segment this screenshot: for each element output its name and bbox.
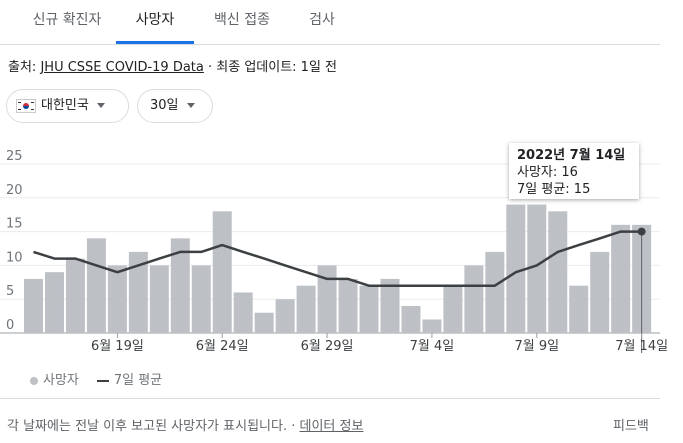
bar xyxy=(527,204,547,333)
bar xyxy=(107,265,127,333)
source-line: 출처: JHU CSSE COVID-19 Data · 최종 업데이트: 1일… xyxy=(8,56,337,75)
tab-bar: 신규 확진자 사망자 백신 접종 검사 xyxy=(0,0,660,45)
legend-line-label: 7일 평균 xyxy=(113,373,163,388)
tab-vaccination-label: 백신 접종 xyxy=(214,12,270,28)
bar xyxy=(317,265,337,333)
tab-vaccination[interactable]: 백신 접종 xyxy=(200,0,284,43)
y-tick-label: 25 xyxy=(6,149,23,164)
legend-bar-swatch xyxy=(30,376,38,385)
tab-deaths-label: 사망자 xyxy=(135,12,175,28)
bar xyxy=(590,251,610,333)
y-tick-label: 15 xyxy=(6,217,23,232)
bar xyxy=(296,285,316,333)
y-tick-label: 0 xyxy=(6,318,14,333)
bar xyxy=(233,292,253,333)
x-tick-label: 6월 29일 xyxy=(301,339,354,354)
bar xyxy=(485,251,505,333)
bar xyxy=(422,319,442,333)
footer-note-text: 각 날짜에는 전날 이후 보고된 사망자가 표시됩니다. · xyxy=(7,419,296,434)
deaths-chart: 0 5 10 15 20 25 6월 19일 6월 24일 6월 29일 7월 4일 7월 9일 7월… xyxy=(0,149,668,354)
x-tick-label: 7월 9일 xyxy=(514,339,559,354)
tooltip-average: 7일 평균: 15 xyxy=(517,182,591,197)
legend-bar-label: 사망자 xyxy=(43,373,79,388)
y-tick-label: 5 xyxy=(6,284,14,299)
bar xyxy=(86,238,106,333)
bar xyxy=(359,285,379,333)
chevron-down-icon xyxy=(96,103,105,108)
bar xyxy=(149,265,169,333)
footer-note: 각 날짜에는 전날 이후 보고된 사망자가 표시됩니다. · 데이터 정보 xyxy=(7,415,363,434)
bar xyxy=(380,278,400,333)
tab-deaths[interactable]: 사망자 xyxy=(116,0,194,44)
highlight-point xyxy=(637,227,646,236)
tab-new-cases[interactable]: 신규 확진자 xyxy=(22,0,112,43)
bar xyxy=(443,285,463,333)
divider xyxy=(0,398,660,399)
bar xyxy=(212,211,232,333)
tab-new-cases-label: 신규 확진자 xyxy=(32,12,102,28)
tooltip-deaths: 사망자: 16 xyxy=(517,165,578,180)
source-prefix: 출처: xyxy=(8,60,37,75)
bar xyxy=(401,305,421,333)
legend-line-swatch xyxy=(96,379,109,382)
y-tick-label: 10 xyxy=(6,250,23,265)
bar xyxy=(128,251,148,333)
bar xyxy=(569,285,589,333)
x-tick-label: 7월 14일 xyxy=(615,339,668,354)
bar xyxy=(24,278,43,333)
south-korea-flag-icon xyxy=(16,98,36,113)
chart-tooltip: 2022년 7월 14일 사망자: 16 7일 평균: 15 xyxy=(509,143,639,199)
y-tick-label: 20 xyxy=(6,183,23,198)
tooltip-date: 2022년 7월 14일 xyxy=(517,148,626,163)
last-updated: · 최종 업데이트: 1일 전 xyxy=(208,60,338,75)
bar xyxy=(464,265,484,333)
chevron-down-icon xyxy=(186,103,195,108)
bar xyxy=(611,224,631,333)
chart-legend: 사망자 7일 평균 xyxy=(30,369,162,388)
bar xyxy=(338,278,358,333)
bar xyxy=(548,211,568,333)
bar xyxy=(275,299,295,333)
range-dropdown[interactable]: 30일 xyxy=(137,89,213,123)
bar xyxy=(254,312,274,333)
feedback-link[interactable]: 피드백 xyxy=(613,419,649,434)
x-tick-label: 7월 4일 xyxy=(410,339,455,354)
range-label: 30일 xyxy=(150,98,179,113)
x-tick-label: 6월 19일 xyxy=(91,339,144,354)
bar xyxy=(65,258,85,333)
source-link[interactable]: JHU CSSE COVID-19 Data xyxy=(40,60,204,75)
tab-testing[interactable]: 검사 xyxy=(294,0,350,43)
bar xyxy=(506,204,526,333)
bar xyxy=(170,238,190,333)
bar xyxy=(44,272,64,333)
bar xyxy=(191,265,211,333)
tab-testing-label: 검사 xyxy=(309,12,335,28)
region-label: 대한민국 xyxy=(41,98,89,113)
x-tick-label: 6월 24일 xyxy=(196,339,249,354)
active-tab-indicator xyxy=(116,41,194,44)
region-dropdown[interactable]: 대한민국 xyxy=(6,89,129,123)
average-line xyxy=(33,230,642,287)
data-info-link[interactable]: 데이터 정보 xyxy=(299,419,364,434)
